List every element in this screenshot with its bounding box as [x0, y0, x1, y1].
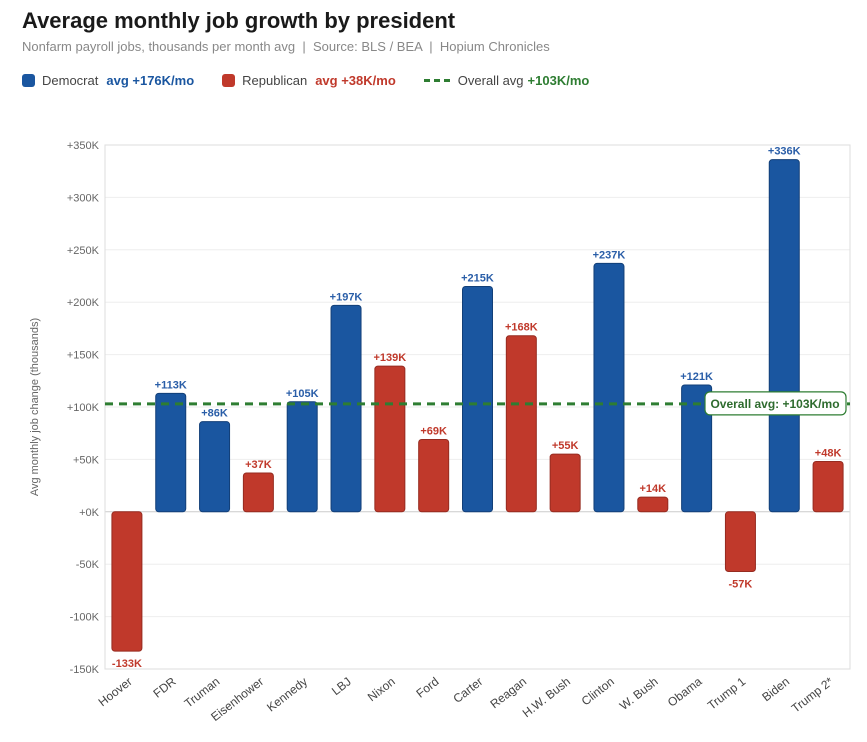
data-label: +197K	[330, 291, 363, 303]
x-tick-label: Hoover	[96, 674, 135, 709]
data-label: +105K	[286, 388, 319, 400]
overall-avg-annotation-box	[704, 391, 847, 416]
data-label: +168K	[505, 322, 538, 334]
legend-label: Overall avg	[457, 73, 524, 88]
republican-swatch	[222, 74, 236, 87]
legend-avg: avg +38K/mo	[315, 73, 396, 88]
y-tick-label: +100K	[67, 402, 100, 414]
x-tick-label: Biden	[759, 674, 792, 704]
data-label: +69K	[420, 425, 447, 437]
bar	[549, 453, 581, 513]
x-tick-label: Ford	[413, 674, 441, 700]
data-label: -133K	[112, 658, 142, 670]
legend-overall: Overall avg +103K/mo	[423, 73, 590, 88]
data-label: +237K	[593, 249, 626, 261]
y-tick-label: -50K	[76, 559, 100, 571]
y-tick-label: -150K	[70, 664, 100, 676]
bar	[681, 384, 713, 513]
y-tick-label: +150K	[67, 350, 100, 362]
x-tick-label: H.W. Bush	[520, 674, 573, 720]
overall-avg-annotation: Overall avg: +103K/mo	[710, 397, 839, 411]
data-label: -57K	[729, 579, 753, 591]
legend: Democrat avg +176K/mo Republican avg +38K/…	[22, 73, 617, 88]
bar	[330, 304, 362, 513]
data-label: +113K	[155, 379, 187, 391]
data-label: +48K	[815, 447, 842, 459]
chart-subtitle: Nonfarm payroll jobs, thousands per mont…	[22, 39, 550, 54]
x-tick-label: FDR	[151, 674, 179, 700]
bar	[768, 159, 800, 513]
bar	[242, 472, 274, 513]
bar	[812, 460, 844, 513]
x-tick-label: Kennedy	[264, 674, 310, 714]
legend-democrat: Democrat avg +176K/mo	[22, 73, 194, 88]
bar	[418, 438, 450, 513]
bar	[111, 511, 143, 652]
democrat-swatch	[22, 74, 35, 87]
data-label: +336K	[768, 146, 801, 158]
y-tick-label: +50K	[73, 454, 100, 466]
y-tick-label: -100K	[70, 612, 100, 624]
data-label: +86K	[201, 408, 228, 420]
x-tick-label: LBJ	[329, 674, 354, 698]
data-label: +14K	[639, 483, 666, 495]
x-tick-label: Carter	[450, 674, 485, 706]
y-tick-label: +0K	[79, 507, 100, 519]
chart-title: Average monthly job growth by president	[22, 8, 456, 33]
x-tick-label: Trump 1	[705, 674, 749, 712]
bar	[199, 421, 231, 513]
legend-avg: avg +176K/mo	[106, 73, 195, 88]
legend-avg: +103K/mo	[527, 73, 590, 88]
data-label: +55K	[552, 440, 579, 452]
bar	[505, 335, 537, 513]
bar	[155, 392, 187, 513]
legend-republican: Republican avg +38K/mo	[222, 73, 396, 88]
x-tick-label: Obama	[665, 674, 705, 709]
y-tick-label: +250K	[67, 245, 100, 257]
legend-label: Republican	[242, 73, 308, 88]
bar	[286, 401, 318, 513]
bar	[637, 496, 669, 513]
bar	[462, 285, 493, 513]
x-tick-label: W. Bush	[617, 674, 661, 713]
y-tick-label: +300K	[67, 192, 100, 204]
data-label: +139K	[373, 352, 406, 364]
y-tick-label: +350K	[67, 140, 100, 152]
data-label: +121K	[680, 371, 713, 383]
x-tick-label: Clinton	[579, 674, 617, 708]
x-tick-label: Nixon	[365, 674, 398, 704]
bar	[374, 365, 406, 513]
y-axis-label: Avg monthly job change (thousands)	[29, 318, 41, 496]
x-tick-label: Trump 2*	[789, 674, 836, 715]
legend-label: Democrat	[42, 73, 99, 88]
x-tick-label: Truman	[182, 674, 223, 710]
data-label: +215K	[461, 272, 494, 284]
plot-frame	[104, 144, 851, 670]
data-label: +37K	[245, 459, 272, 471]
bar	[593, 262, 625, 513]
bar	[724, 511, 756, 573]
y-tick-label: +200K	[67, 297, 100, 309]
dashed-line-swatch	[423, 79, 450, 82]
